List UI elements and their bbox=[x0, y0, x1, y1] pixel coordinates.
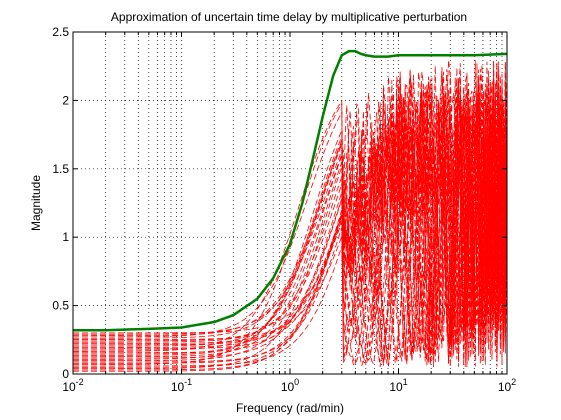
perturbation-curve bbox=[73, 72, 508, 364]
perturbation-curve bbox=[73, 60, 508, 372]
x-axis-label: Frequency (rad/min) bbox=[236, 401, 344, 415]
x-tick-label: 101 bbox=[389, 377, 407, 394]
series-bound bbox=[73, 49, 508, 332]
y-tick-label: 2.5 bbox=[52, 25, 69, 39]
perturbation-curve bbox=[73, 72, 508, 368]
series-perturbations bbox=[73, 59, 508, 372]
x-tick-label: 10-1 bbox=[171, 377, 192, 394]
y-tick-label: 1.5 bbox=[52, 162, 69, 176]
x-tick-label: 10-2 bbox=[62, 377, 83, 394]
perturbation-curve bbox=[73, 69, 508, 362]
y-tick-labels: 0 0.5 1 1.5 2 2.5 bbox=[52, 25, 69, 381]
bound-curve bbox=[73, 49, 508, 332]
perturbation-curve bbox=[73, 61, 508, 368]
perturbation-curve bbox=[73, 63, 508, 361]
perturbation-curve bbox=[73, 83, 508, 367]
y-tick-label: 0 bbox=[62, 367, 69, 381]
x-tick-label: 100 bbox=[281, 377, 299, 394]
y-tick-label: 0.5 bbox=[52, 299, 69, 313]
perturbation-curve bbox=[73, 63, 508, 367]
plot-area bbox=[72, 31, 508, 375]
perturbation-curve bbox=[73, 78, 508, 365]
y-tick-label: 1 bbox=[62, 230, 69, 244]
perturbation-curve bbox=[73, 70, 508, 365]
y-tick-label: 2 bbox=[62, 93, 69, 107]
x-tick-labels: 10-2 10-1 100 101 102 bbox=[62, 377, 516, 394]
perturbation-curve bbox=[73, 81, 508, 367]
perturbation-curve bbox=[73, 61, 508, 364]
chart-title: Approximation of uncertain time delay by… bbox=[111, 10, 467, 24]
ticks bbox=[72, 31, 508, 375]
perturbation-curve bbox=[73, 59, 508, 365]
perturbation-curve bbox=[73, 67, 508, 368]
x-tick-label: 102 bbox=[498, 377, 516, 394]
perturbation-curve bbox=[73, 75, 508, 360]
perturbation-curve bbox=[73, 61, 508, 366]
perturbation-curve bbox=[73, 59, 508, 365]
perturbation-curve bbox=[73, 69, 508, 367]
perturbation-curve bbox=[73, 63, 508, 365]
y-axis-label: Magnitude bbox=[29, 175, 43, 231]
perturbation-curve bbox=[73, 61, 508, 364]
perturbation-curve bbox=[73, 72, 508, 370]
perturbation-curve bbox=[73, 69, 508, 367]
perturbation-curve bbox=[73, 74, 508, 366]
